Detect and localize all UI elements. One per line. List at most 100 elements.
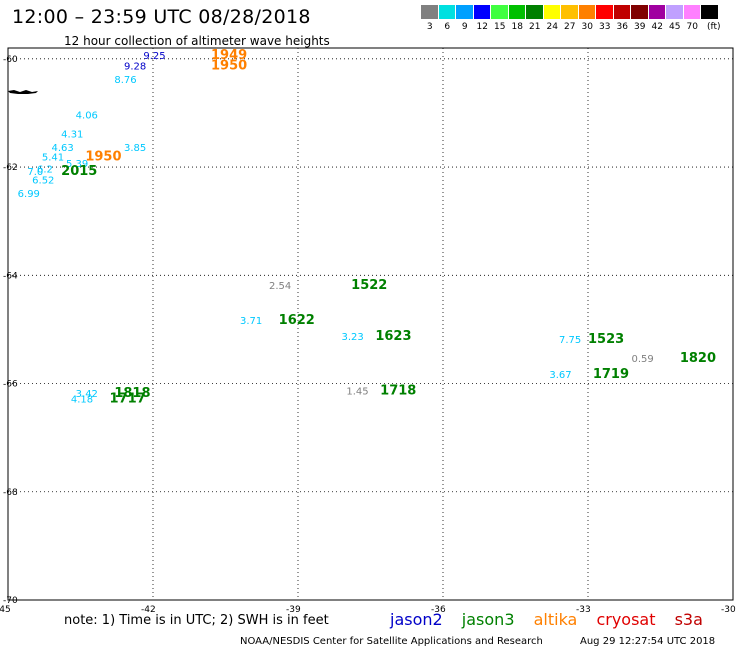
observation-time-label: 1950 — [85, 150, 121, 165]
observation-time-label: 1820 — [680, 351, 716, 366]
color-swatch — [421, 5, 439, 19]
wave-height-value: 9.28 — [124, 62, 146, 73]
wave-height-value: 6.2 — [37, 164, 53, 175]
color-scale-label: 33 — [599, 22, 611, 32]
color-swatch — [648, 5, 666, 19]
color-swatch — [438, 5, 456, 19]
tick-labels: -45 -42 -39 -36 -33 -30 -60 -62 -64 -66 -68 -70 — [0, 55, 736, 615]
color-scale-label: 9 — [461, 22, 468, 32]
longitude-tick-label: -45 — [0, 605, 11, 615]
color-scale-label: 45 — [669, 22, 681, 32]
color-swatch — [613, 5, 631, 19]
wave-height-value: 4.18 — [71, 394, 93, 405]
color-scale-label: 6 — [444, 22, 451, 32]
color-scale-label: 70 — [686, 22, 698, 32]
color-scale-bar — [421, 5, 719, 19]
legend-jason2: jason2 — [390, 610, 443, 629]
color-swatch — [631, 5, 649, 19]
color-scale-label: 12 — [476, 22, 488, 32]
longitude-tick-label: -33 — [576, 605, 591, 615]
latitude-tick-label: -62 — [3, 163, 18, 173]
longitude-tick-label: -36 — [431, 605, 446, 615]
observation-time-label: 1622 — [279, 313, 315, 328]
observation-time-label: 1717 — [110, 391, 146, 406]
latitude-tick-label: -66 — [3, 380, 18, 390]
observation-time-label: 1950 — [211, 59, 247, 74]
wave-height-value: 5.41 — [42, 153, 64, 164]
wave-height-value: 7.0 — [27, 167, 43, 178]
color-scale-label: 42 — [651, 22, 663, 32]
color-scale-label: 24 — [546, 22, 558, 32]
color-scale-label: 15 — [494, 22, 506, 32]
wave-height-value: 3.67 — [549, 370, 571, 381]
observation-time-label: 1522 — [351, 278, 387, 293]
wave-height-value: 9.25 — [143, 51, 165, 62]
wave-height-value: 2.54 — [269, 281, 291, 292]
legend-jason3: jason3 — [461, 610, 515, 629]
coastline-fragment — [8, 90, 38, 94]
color-swatch — [701, 5, 719, 19]
legend-cryosat: cryosat — [596, 610, 656, 629]
color-swatch — [491, 5, 509, 19]
color-swatch — [666, 5, 684, 19]
observation-time-label: 1818 — [114, 386, 150, 401]
color-swatch — [508, 5, 526, 19]
color-swatch — [456, 5, 474, 19]
color-scale-label: 27 — [564, 22, 576, 32]
latitude-tick-label: -68 — [3, 488, 18, 498]
map-title: 12:00 – 23:59 UTC 08/28/2018 — [12, 6, 311, 28]
wave-height-value: 7.75 — [559, 335, 581, 346]
wave-height-value: 5.39 — [66, 159, 88, 170]
longitude-tick-label: -42 — [141, 605, 156, 615]
color-scale-label: 3 — [426, 22, 433, 32]
observation-time-label: 1719 — [593, 367, 629, 382]
legend-s3a: s3a — [674, 610, 703, 629]
wave-height-value: 4.63 — [52, 143, 74, 154]
wave-height-value: 4.06 — [76, 110, 98, 121]
color-scale-labels: 3 6 9 12 15 18 21 24 27 30 33 36 39 42 45 70 (ft) — [421, 22, 740, 34]
color-swatch — [683, 5, 701, 19]
source-credit: NOAA/NESDIS Center for Satellite Applica… — [240, 636, 543, 647]
color-scale-label: 39 — [634, 22, 646, 32]
color-swatch — [596, 5, 614, 19]
map-subtitle: 12 hour collection of altimeter wave hei… — [64, 34, 330, 48]
observation-time-label: 2015 — [61, 164, 97, 179]
wave-height-value: 3.85 — [124, 143, 146, 154]
wave-height-value: 8.76 — [114, 75, 136, 86]
wave-height-value: 3.42 — [76, 389, 98, 400]
map-frame — [7, 47, 734, 601]
wave-height-value: 3.71 — [240, 316, 262, 327]
wave-height-value: 0.59 — [632, 354, 654, 365]
color-swatch — [543, 5, 561, 19]
color-scale-label: 21 — [529, 22, 541, 32]
latitude-tick-label: -70 — [3, 596, 18, 606]
longitude-tick-label: -30 — [721, 605, 736, 615]
wave-height-value: 6.99 — [18, 189, 40, 200]
wave-height-value: 3.23 — [342, 332, 364, 343]
observation-time-label: 1949 — [211, 48, 247, 63]
latitude-tick-label: -64 — [3, 271, 18, 281]
longitude-tick-label: -39 — [286, 605, 301, 615]
color-scale-label: 18 — [511, 22, 523, 32]
color-scale-label: 30 — [581, 22, 593, 32]
color-swatch — [473, 5, 491, 19]
color-swatch — [526, 5, 544, 19]
graticule — [7, 47, 734, 601]
generated-timestamp: Aug 29 12:27:54 UTC 2018 — [580, 636, 716, 647]
color-swatch — [578, 5, 596, 19]
color-scale-label: 36 — [616, 22, 628, 32]
satellite-legend: jason2 jason3 altika cryosat s3a — [390, 610, 703, 629]
color-scale-label: (ft) — [706, 22, 721, 32]
units-note: note: 1) Time is in UTC; 2) SWH is in fe… — [64, 613, 329, 628]
wave-height-value: 6.52 — [32, 175, 54, 186]
legend-altika: altika — [533, 610, 578, 629]
observation-time-label: 1718 — [380, 383, 416, 398]
wave-height-value: 4.31 — [61, 129, 83, 140]
observation-time-label: 1523 — [588, 332, 624, 347]
observation-time-label: 1623 — [375, 329, 411, 344]
color-swatch — [561, 5, 579, 19]
wave-height-value: 1.45 — [346, 386, 368, 397]
latitude-tick-label: -60 — [3, 55, 18, 65]
